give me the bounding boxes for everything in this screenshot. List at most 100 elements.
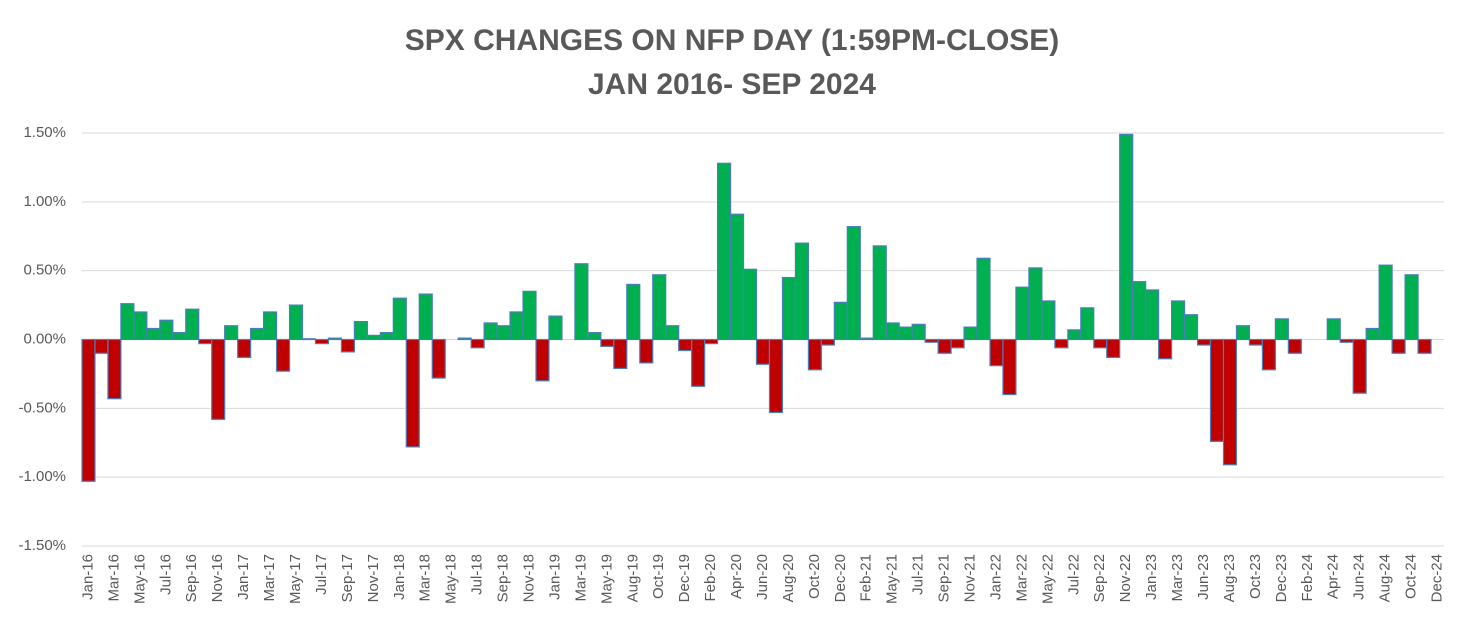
bar [729, 213, 745, 341]
bar [652, 274, 667, 341]
bar [989, 338, 1004, 367]
bar [1378, 264, 1393, 341]
x-tick-label: Sep-17 [339, 554, 356, 602]
bar [535, 338, 550, 382]
bar [859, 337, 874, 341]
bar [1028, 267, 1043, 341]
y-tick-label: 1.00% [23, 193, 66, 210]
bar [1404, 274, 1419, 341]
bar [742, 268, 758, 341]
bar [626, 283, 641, 341]
bar [327, 337, 343, 341]
bar [379, 332, 394, 341]
bar [94, 338, 109, 354]
bar [807, 338, 822, 371]
x-tick-label: Oct-23 [1247, 554, 1264, 599]
x-tick-label: Dec-20 [832, 554, 849, 602]
bar [1067, 329, 1082, 341]
bar [1093, 338, 1108, 349]
bar [1054, 338, 1069, 349]
x-tick-label: May-19 [598, 554, 615, 604]
bar [846, 226, 861, 341]
bar [263, 311, 278, 341]
x-tick-label: Oct-24 [1403, 554, 1420, 599]
bar [1183, 314, 1199, 341]
bar [1170, 300, 1186, 341]
bar [120, 303, 135, 341]
bar [405, 338, 420, 448]
x-tick-label: Feb-20 [702, 554, 719, 602]
bar [496, 325, 511, 341]
bar [392, 297, 407, 341]
x-tick-label: Nov-21 [962, 554, 979, 602]
bar [613, 338, 628, 370]
x-tick-label: Feb-24 [1299, 554, 1316, 602]
x-tick-label: Jul-18 [469, 554, 486, 595]
x-tick-label: Dec-23 [1273, 554, 1290, 602]
bar [1248, 338, 1264, 346]
bar [716, 162, 732, 341]
x-tick-label: Jan-19 [546, 554, 563, 600]
x-tick-label: May-17 [287, 554, 304, 604]
bar [768, 338, 784, 414]
bar [794, 242, 810, 341]
bar [1209, 338, 1225, 442]
bar [1041, 300, 1056, 341]
x-tick-label: Jan-22 [987, 554, 1004, 600]
bar [833, 301, 848, 341]
bar [1145, 289, 1160, 341]
x-tick-label: May-21 [884, 554, 901, 604]
bar [937, 338, 952, 354]
x-tick-label: Sep-16 [183, 554, 200, 602]
y-tick-label: -1.00% [18, 468, 66, 485]
x-tick-label: Jan-16 [79, 554, 96, 600]
bar [107, 338, 122, 400]
x-tick-label: Nov-18 [520, 554, 537, 602]
bar [301, 338, 317, 341]
bar [470, 338, 485, 349]
bar [885, 322, 900, 341]
x-tick-label: Aug-20 [780, 554, 797, 602]
bar [250, 327, 265, 341]
bar [548, 315, 563, 341]
bar [911, 323, 926, 341]
y-tick-label: 0.00% [23, 330, 66, 347]
bar [924, 338, 939, 343]
x-tick-label: Sep-22 [1091, 554, 1108, 602]
bar [781, 276, 797, 341]
bar [1365, 327, 1380, 341]
bar [1015, 286, 1030, 341]
x-tick-label: Nov-17 [365, 554, 382, 602]
y-tick-label: 0.50% [23, 262, 66, 279]
bar [691, 338, 706, 387]
x-tick-label: Jun-23 [1195, 554, 1212, 600]
bar [1261, 338, 1276, 371]
bar [1326, 318, 1341, 341]
x-tick-label: Jul-22 [1065, 554, 1082, 595]
bar [133, 311, 148, 341]
bar [288, 304, 304, 341]
x-tick-label: Jun-24 [1351, 554, 1368, 600]
x-tick-label: Jan-23 [1143, 554, 1160, 600]
bar [976, 257, 991, 341]
x-tick-label: Apr-20 [728, 554, 745, 599]
x-tick-label: May-18 [443, 554, 460, 604]
bar [755, 338, 771, 365]
x-tick-label: May-16 [131, 554, 148, 604]
x-tick-label: Mar-19 [572, 554, 589, 602]
bar [1391, 338, 1406, 354]
bar [146, 327, 161, 341]
bar [211, 338, 226, 420]
x-tick-label: Mar-18 [417, 554, 434, 602]
bar [224, 325, 239, 341]
bar [275, 338, 291, 372]
bar [1352, 338, 1367, 394]
bar [483, 322, 498, 341]
bar [1235, 325, 1251, 341]
bar [81, 338, 96, 482]
x-tick-label: Aug-23 [1221, 554, 1238, 602]
bar [872, 245, 887, 341]
x-tick-label: Mar-16 [105, 554, 122, 602]
x-tick-label: Nov-16 [209, 554, 226, 602]
